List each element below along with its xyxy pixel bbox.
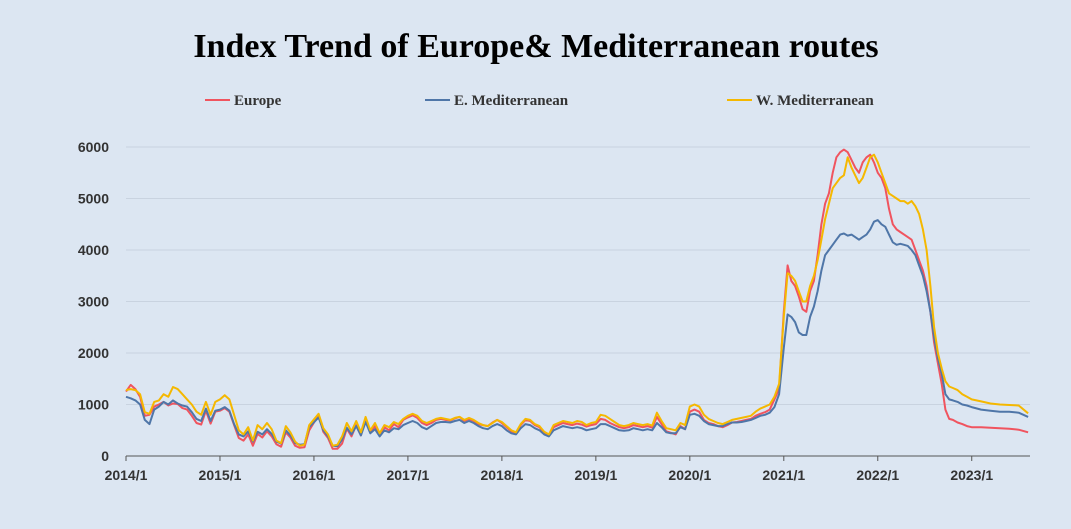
x-tick-label: 2016/1 [293,467,336,483]
x-tick-label: 2018/1 [480,467,523,483]
x-tick-label: 2021/1 [762,467,805,483]
series-group [125,148,1029,450]
x-tick-label: 2019/1 [574,467,617,483]
x-tick-label: 2017/1 [386,467,429,483]
y-tick-label: 2000 [78,345,109,361]
legend-label: E. Mediterranean [454,93,569,109]
y-tick-label: 3000 [78,294,109,310]
y-tick-label: 1000 [78,397,109,413]
series-line-2 [125,219,1029,448]
y-axis: 0 1000 2000 3000 4000 5000 6000 [78,139,109,464]
y-tick-label: 5000 [78,191,109,207]
legend-item-1: Europe [205,93,282,109]
legend: Europe E. Mediterranean W. Mediterranean [205,93,874,109]
legend-label: Europe [234,93,282,109]
y-tick-label: 0 [101,448,109,464]
gridlines [126,146,1030,405]
x-axis: 2014/1 2015/1 2016/1 2017/1 2018/1 2019/1 2020… [105,455,1030,483]
x-tick-label: 2015/1 [199,467,242,483]
chart-title: Index Trend of Europe& Mediterranean rou… [193,28,878,65]
legend-label: W. Mediterranean [756,93,874,109]
y-tick-label: 4000 [78,242,109,258]
legend-item-2: E. Mediterranean [425,93,569,109]
series-line-3 [125,153,1029,447]
y-tick-label: 6000 [78,139,109,155]
legend-item-3: W. Mediterranean [727,93,874,109]
x-tick-label: 2022/1 [856,467,899,483]
x-tick-label: 2020/1 [668,467,711,483]
series-line-1 [125,148,1029,450]
x-tick-label: 2023/1 [950,467,993,483]
x-tick-label: 2014/1 [105,467,148,483]
